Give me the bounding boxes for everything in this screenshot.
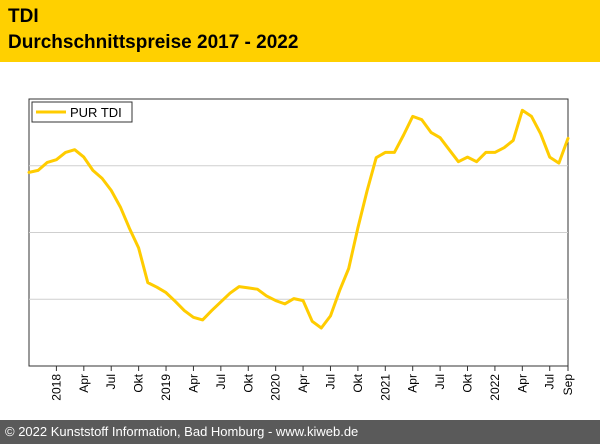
x-tick-label: 2022 bbox=[488, 374, 502, 401]
x-tick-label: 2020 bbox=[269, 374, 283, 401]
x-tick-label: Jul bbox=[104, 374, 118, 389]
footer-bar: © 2022 Kunststoff Information, Bad Hombu… bbox=[0, 420, 600, 444]
x-tick-label: Okt bbox=[351, 373, 365, 392]
x-tick-label: Okt bbox=[132, 373, 146, 392]
x-tick-label: Jul bbox=[433, 374, 447, 389]
x-tick-label: Jul bbox=[214, 374, 228, 389]
chart-area: 2018 Apr Jul Okt 2019 Apr Jul Okt 2020 Apr Jul Okt 2… bbox=[0, 62, 600, 418]
header-bar: TDI Durchschnittspreise 2017 - 2022 bbox=[0, 0, 600, 62]
x-tick-label: 2018 bbox=[49, 374, 63, 401]
copyright-text: © 2022 Kunststoff Information, Bad Hombu… bbox=[5, 424, 359, 439]
x-tick-label: Apr bbox=[515, 374, 529, 393]
x-tick-label: Jul bbox=[323, 374, 337, 389]
legend: PUR TDI bbox=[31, 101, 133, 123]
x-tick-label: Sep bbox=[561, 374, 575, 396]
series-line-pur-tdi bbox=[27, 108, 570, 330]
x-tick-label: Apr bbox=[406, 374, 420, 393]
line-chart: 2018 Apr Jul Okt 2019 Apr Jul Okt 2020 Apr Jul Okt 2… bbox=[27, 98, 575, 401]
x-tick-label: Apr bbox=[296, 374, 310, 393]
x-tick-label: Apr bbox=[77, 374, 91, 393]
legend-box bbox=[31, 101, 133, 123]
x-axis-ticks bbox=[55, 366, 569, 371]
x-tick-label: Jul bbox=[543, 374, 557, 389]
x-tick-label: 2021 bbox=[378, 374, 392, 401]
legend-label: PUR TDI bbox=[70, 105, 122, 120]
x-tick-label: Okt bbox=[241, 373, 255, 392]
page-title: TDI bbox=[8, 6, 39, 27]
page-subtitle: Durchschnittspreise 2017 - 2022 bbox=[8, 32, 299, 53]
x-axis-labels: 2018 Apr Jul Okt 2019 Apr Jul Okt 2020 Apr Jul Okt 2… bbox=[49, 373, 575, 400]
x-tick-label: 2019 bbox=[159, 374, 173, 401]
x-tick-label: Apr bbox=[186, 374, 200, 393]
x-tick-label: Okt bbox=[461, 373, 475, 392]
